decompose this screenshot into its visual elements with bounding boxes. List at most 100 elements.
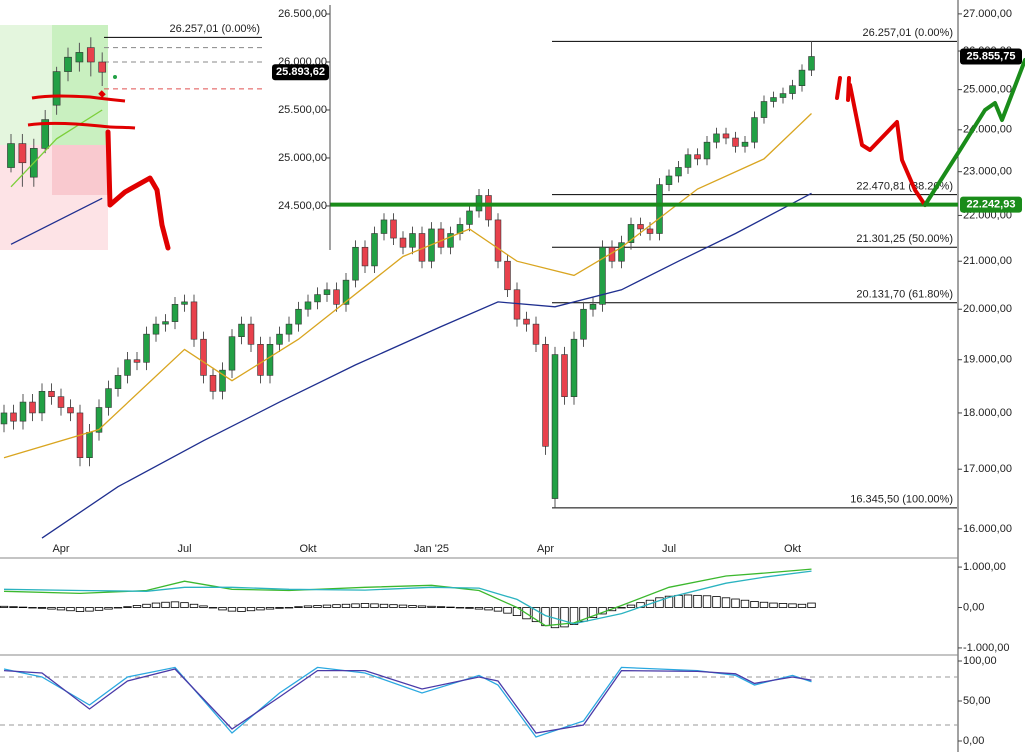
candle-body	[342, 279, 350, 305]
candle-body	[637, 224, 644, 230]
candle-body	[64, 56, 72, 72]
candle-body	[646, 228, 654, 234]
bar	[427, 605, 436, 608]
candle-body	[95, 407, 103, 433]
bar	[351, 603, 360, 608]
candle-body	[200, 338, 207, 376]
indicator-line	[10, 109, 103, 188]
indicator-line	[3, 666, 812, 738]
x-tick-label: Apr	[52, 543, 69, 555]
y-tick-label: 100,00	[963, 655, 997, 667]
candle-body	[551, 354, 559, 499]
bar	[75, 607, 85, 612]
annotation-stroke	[835, 76, 851, 102]
y-tick-label: 26.500,00	[278, 8, 327, 20]
candle-body	[209, 375, 217, 392]
level-label: 22.470,81 (38.20%)	[856, 181, 953, 193]
y-tick-label: 25.000,00	[278, 152, 327, 164]
bar	[389, 604, 398, 608]
candle-body	[361, 246, 369, 267]
candle-body	[75, 52, 84, 63]
bar	[370, 603, 379, 608]
indicator-line	[3, 570, 812, 625]
candle-body	[105, 388, 112, 408]
bar	[18, 606, 28, 608]
y-tick-label: 16.000,00	[963, 523, 1012, 535]
candle-body	[570, 338, 578, 397]
price-label: 22.242,93	[967, 199, 1016, 211]
candle-body	[114, 375, 122, 389]
candle-body	[466, 210, 473, 225]
y-tick-label: 0,00	[963, 735, 984, 747]
candle-body	[7, 143, 15, 168]
bar	[503, 607, 512, 614]
bar	[132, 605, 142, 608]
candle-body	[143, 333, 150, 363]
candle-body	[124, 359, 131, 376]
bar	[484, 607, 493, 611]
bar	[123, 606, 132, 608]
candle-body	[627, 224, 635, 243]
bar	[85, 607, 94, 612]
bar	[693, 594, 702, 608]
annotation-stroke	[105, 129, 171, 251]
zone	[52, 145, 108, 195]
bar	[569, 607, 579, 625]
candle-body	[228, 336, 236, 371]
annotation-stroke	[98, 90, 106, 98]
x-tick-label: Jul	[662, 543, 676, 555]
candle-body	[532, 323, 540, 345]
price-label-box	[960, 48, 1022, 65]
y-tick-label: 25.000,00	[963, 84, 1012, 96]
candle-body	[171, 304, 179, 322]
bar	[170, 601, 180, 608]
bar	[617, 607, 626, 609]
candle-body	[52, 71, 61, 106]
y-tick-label: 21.000,00	[963, 255, 1012, 267]
bar	[47, 607, 56, 610]
candle-body	[57, 396, 65, 408]
candle-body	[323, 289, 331, 295]
x-tick-label: Okt	[299, 543, 316, 555]
bar	[721, 597, 731, 608]
indicator-line	[41, 192, 812, 539]
y-tick-label: 50,00	[963, 695, 991, 707]
candle-body	[542, 344, 549, 447]
candle-body	[219, 369, 226, 392]
y-tick-label: 18.000,00	[963, 407, 1012, 419]
candle-body	[190, 301, 198, 340]
candle-body	[760, 101, 768, 118]
candle-body	[665, 175, 673, 185]
bar	[674, 594, 683, 608]
candle-body	[162, 321, 169, 325]
bar	[142, 603, 151, 608]
candle-body	[390, 219, 397, 239]
bar	[588, 607, 598, 619]
bar	[256, 607, 265, 611]
bar	[769, 602, 778, 608]
candle-body	[485, 195, 492, 221]
price-label: 25.893,62	[276, 66, 325, 78]
chart-panel: 100,00 50,00 0,00	[0, 654, 997, 747]
bar	[360, 603, 370, 608]
y-tick-label: 0,00	[963, 601, 984, 613]
bar	[332, 604, 341, 608]
annotation-stroke	[848, 83, 927, 207]
x-tick-label: Jul	[177, 543, 191, 555]
candle-body	[437, 228, 445, 248]
annotation-stroke	[31, 94, 126, 103]
candle-body	[409, 233, 416, 248]
y-tick-label: -1.000,00	[963, 642, 1009, 654]
bar	[455, 607, 465, 609]
candle-body	[86, 47, 95, 63]
candle-body	[152, 323, 160, 335]
bar	[683, 594, 693, 608]
y-tick-label: 25.500,00	[278, 104, 327, 116]
bar	[284, 607, 294, 609]
y-tick-label: 19.000,00	[963, 354, 1012, 366]
indicator-line	[3, 113, 812, 459]
candle-body	[314, 294, 321, 303]
bar	[341, 603, 351, 608]
bar	[113, 607, 123, 609]
bar	[398, 604, 408, 608]
